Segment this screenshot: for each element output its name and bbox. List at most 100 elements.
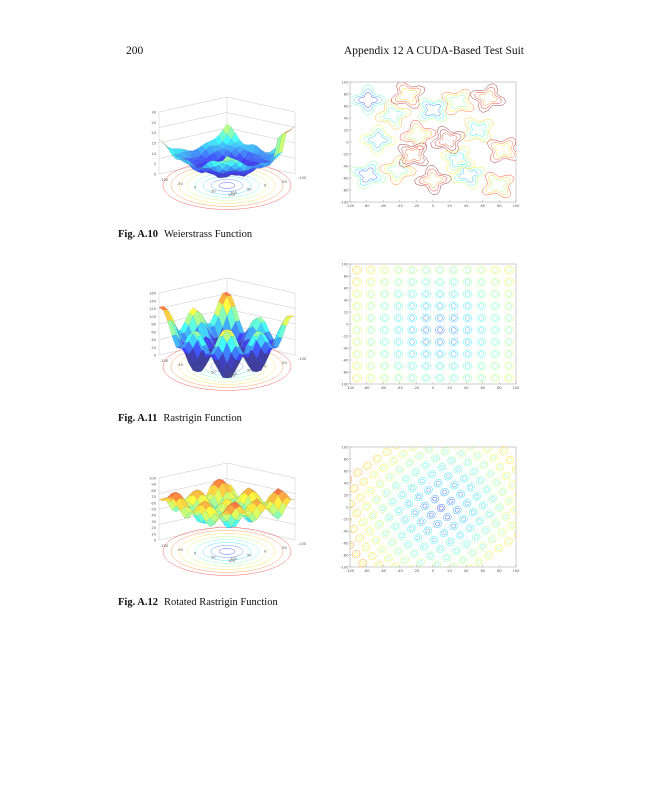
z-tick-label: 60 [151,330,156,334]
x-tick-label: -40 [397,204,404,208]
y-tick-label: 40 [344,116,349,120]
y-tick-label: 60 [344,104,349,108]
y-tick-label: 100 [230,372,238,376]
figure-caption-text: Rastrigin Function [163,413,242,424]
z-tick-label: 80 [151,489,156,493]
z-tick-label: 100 [149,477,157,481]
y-tick-label: 80 [344,274,349,278]
x-tick-label: -80 [364,569,371,573]
y-tick-label: 20 [344,493,349,497]
z-tick-label: 30 [151,520,156,524]
x-tick-label: 0 [194,367,197,371]
rotated-rastrigin-surface-plot: 1009080706050403020100-100-5005010010050… [149,462,307,576]
y-tick-label: 0 [264,365,267,369]
y-tick-label: 100 [342,80,350,84]
z-tick-label: 0 [154,354,157,358]
x-tick-label: -20 [413,569,420,573]
z-tick-label: 70 [151,495,156,499]
x-tick-label: 50 [211,189,216,193]
x-tick-label: -60 [380,569,387,573]
x-tick-label: 80 [497,569,502,573]
x-tick-label: 50 [211,370,216,374]
y-tick-label: -50 [281,361,288,365]
x-tick-label: -40 [397,386,404,390]
x-tick-label: -100 [160,544,169,548]
y-tick-label: 20 [344,310,349,314]
z-tick-label: 10 [151,532,156,536]
z-tick-label: 20 [151,526,156,530]
y-tick-label: 0 [264,184,267,188]
x-tick-label: -40 [397,569,404,573]
figure-caption-text: Weierstrass Function [163,229,253,240]
z-tick-label: 160 [149,292,157,296]
y-tick-label: 50 [247,368,252,372]
figure-caption-a10: Fig. A.10 Weierstrass Function [118,229,252,240]
rastrigin-surface-plot: 160140120100806040200-100-50050100100500… [149,277,307,391]
weierstrass-contour-plot: 100 80 60 40 20 0 -20 -40 -60 -80 -100-100 -80 -60 -4… [340,80,520,208]
x-tick-label: 0 [194,186,197,190]
y-tick-label: 50 [247,553,252,557]
y-tick-label: -100 [340,565,349,569]
y-tick-label: 0 [346,505,349,509]
x-tick-label: 50 [211,555,216,559]
x-tick-label: 100 [513,569,520,573]
x-tick-label: -80 [364,386,371,390]
z-tick-label: 90 [151,483,156,487]
y-tick-label: -20 [343,152,350,156]
z-tick-label: 100 [149,315,157,319]
x-tick-label: 100 [513,204,520,208]
y-tick-label: -20 [343,334,350,338]
figure-caption-text: Rotated Rastrigin Function [163,597,278,608]
x-tick-label: 60 [481,204,486,208]
z-tick-label: 40 [151,338,156,342]
y-tick-label: 100 [342,262,350,266]
z-tick-label: 0 [154,173,157,177]
y-tick-label: 40 [344,298,349,302]
y-tick-label: 50 [247,187,252,191]
x-tick-label: 60 [481,569,486,573]
x-tick-label: 80 [497,386,502,390]
z-tick-label: 10 [151,152,156,156]
x-tick-label: -100 [160,359,169,363]
y-tick-label: 0 [264,550,267,554]
x-tick-label: 60 [481,386,486,390]
y-tick-label: 0 [346,140,349,144]
x-tick-label: -100 [346,386,355,390]
figure-caption-a12: Fig. A.12 Rotated Rastrigin Function [118,597,278,608]
y-tick-label: -40 [343,346,350,350]
rotated-rastrigin-contour-plot: 100 80 60 40 20 0 -20 -40 -60 -80 -100-100 -80 -60 -4… [340,445,520,573]
y-tick-label: 60 [344,286,349,290]
y-tick-label: -60 [343,541,350,545]
y-tick-label: 40 [344,481,349,485]
x-tick-label: 100 [228,193,236,197]
x-tick-label: 20 [447,204,452,208]
x-tick-label: -50 [177,548,184,552]
x-tick-label: 0 [432,386,435,390]
y-tick-label: 20 [344,128,349,132]
z-tick-label: 30 [151,111,156,115]
x-tick-label: 40 [464,204,469,208]
y-tick-label: -100 [298,176,307,180]
y-tick-label: -100 [340,200,349,204]
z-tick-label: 50 [151,508,156,512]
z-tick-label: 60 [151,501,156,505]
y-tick-label: 0 [346,322,349,326]
x-tick-label: 80 [497,204,502,208]
x-tick-label: 0 [194,552,197,556]
running-head: Appendix 12 A CUDA-Based Test Suit [343,45,524,57]
x-tick-label: 100 [228,559,236,563]
z-tick-label: 140 [149,299,157,303]
z-tick-label: 5 [154,162,156,166]
y-tick-label: -50 [281,546,288,550]
y-tick-label: 100 [230,557,238,561]
x-tick-label: -20 [413,204,420,208]
z-tick-label: 25 [151,121,156,125]
y-tick-label: 100 [230,191,238,195]
x-tick-label: 100 [513,386,520,390]
figure-label: Fig. A.10 [118,229,158,240]
x-tick-label: -100 [346,204,355,208]
figure-label: Fig. A.12 [118,597,158,608]
x-tick-label: 100 [228,374,236,378]
x-tick-label: 0 [432,204,435,208]
z-tick-label: 15 [151,142,156,146]
